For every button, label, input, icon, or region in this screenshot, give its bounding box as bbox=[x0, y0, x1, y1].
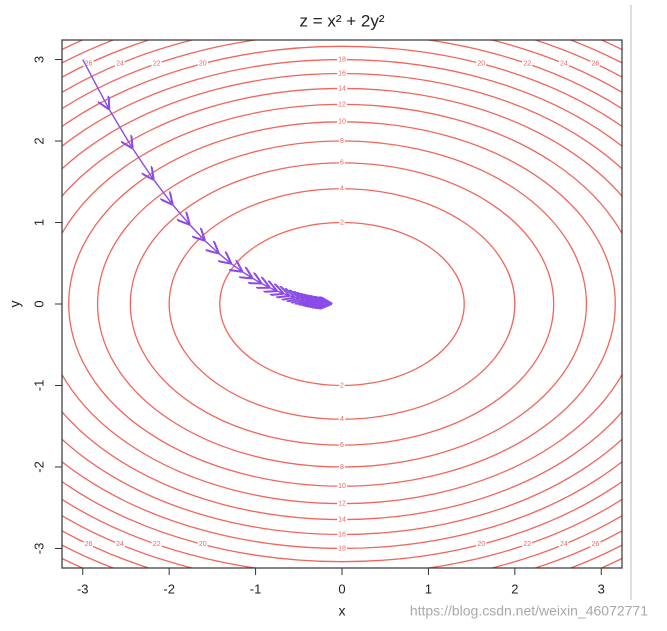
y-tick-label: 1 bbox=[31, 219, 46, 226]
x-tick-label: 2 bbox=[511, 581, 518, 596]
contour-label: 4 bbox=[340, 186, 344, 193]
contour-label: 4 bbox=[340, 416, 344, 423]
x-tick-label: -2 bbox=[163, 581, 175, 596]
watermark: https://blog.csdn.net/weixin_46072771 bbox=[410, 603, 648, 619]
contour-label: 16 bbox=[338, 70, 346, 77]
contour-line bbox=[68, 121, 616, 487]
y-tick-label: -3 bbox=[31, 543, 46, 555]
contour-label: 2 bbox=[340, 382, 344, 389]
contour-label: 26 bbox=[85, 541, 93, 548]
descent-path bbox=[82, 59, 331, 304]
contour-label: 6 bbox=[340, 160, 344, 167]
x-tick-label: -1 bbox=[250, 581, 262, 596]
contour-label: 18 bbox=[338, 56, 346, 63]
contour-label: 24 bbox=[116, 541, 124, 548]
contour-label: 22 bbox=[153, 60, 161, 67]
contour-label: 8 bbox=[340, 464, 344, 471]
x-tick-label: -3 bbox=[77, 581, 89, 596]
contour-label: 20 bbox=[477, 60, 485, 67]
y-axis-label: y bbox=[7, 301, 23, 308]
contour-label: 26 bbox=[591, 60, 599, 67]
x-tick-label: 0 bbox=[338, 581, 345, 596]
contour-label: 24 bbox=[560, 60, 568, 67]
contour-label: 18 bbox=[338, 545, 346, 552]
contour-label: 14 bbox=[338, 85, 346, 92]
contour-label: 2 bbox=[340, 219, 344, 226]
contour-label: 10 bbox=[338, 483, 346, 490]
y-tick-label: -2 bbox=[31, 461, 46, 473]
contour-line bbox=[96, 140, 588, 468]
contour-label: 24 bbox=[116, 60, 124, 67]
contour-label: 20 bbox=[199, 541, 207, 548]
contour-label: 20 bbox=[199, 60, 207, 67]
x-tick-label: 1 bbox=[425, 581, 432, 596]
contour-label: 22 bbox=[153, 541, 161, 548]
contour-label: 22 bbox=[523, 541, 531, 548]
contour-label: 26 bbox=[591, 541, 599, 548]
contour-label: 6 bbox=[340, 442, 344, 449]
contour-label: 20 bbox=[477, 541, 485, 548]
contour-label: 12 bbox=[338, 500, 346, 507]
contour-label: 22 bbox=[523, 60, 531, 67]
contour-label: 14 bbox=[338, 516, 346, 523]
contour-label: 8 bbox=[340, 138, 344, 145]
contour-label: 10 bbox=[338, 119, 346, 126]
contour-line bbox=[62, 58, 622, 550]
y-tick-label: 3 bbox=[31, 56, 46, 63]
x-axis-label: x bbox=[339, 603, 346, 619]
contour-label: 16 bbox=[338, 531, 346, 538]
chart-title: z = x² + 2y² bbox=[299, 11, 384, 30]
contour-line bbox=[62, 45, 622, 563]
contour-label: 12 bbox=[338, 101, 346, 108]
contour-label: 26 bbox=[85, 60, 93, 67]
x-tick-label: 3 bbox=[598, 581, 605, 596]
y-tick-label: 0 bbox=[31, 300, 46, 307]
y-tick-label: -1 bbox=[31, 380, 46, 392]
y-tick-label: 2 bbox=[31, 137, 46, 144]
contour-line bbox=[62, 72, 622, 536]
contour-line bbox=[62, 103, 622, 505]
contour-label: 24 bbox=[560, 541, 568, 548]
contour-line bbox=[62, 87, 622, 521]
